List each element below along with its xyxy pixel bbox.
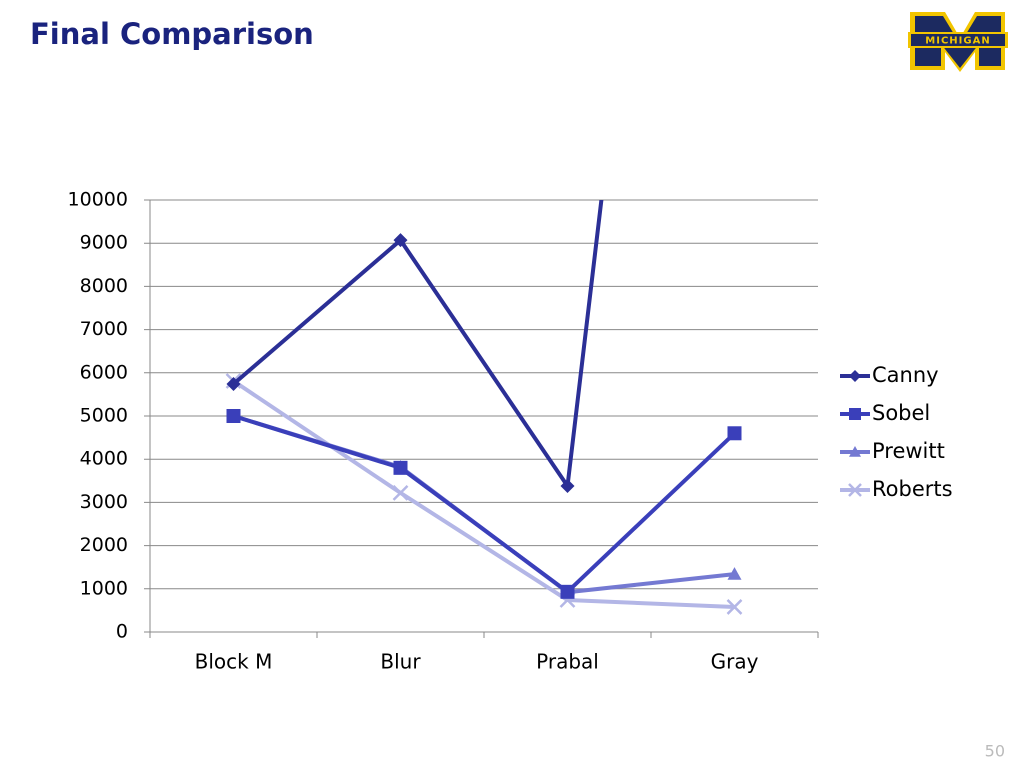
marker: [726, 599, 743, 615]
legend-label: Roberts: [872, 477, 953, 501]
series-line: [232, 414, 736, 594]
y-tick-label: 2000: [80, 534, 128, 556]
x-tick-label: Block M: [195, 650, 273, 674]
y-tick-label: 1000: [80, 577, 128, 599]
y-tick-label: 6000: [80, 361, 128, 383]
marker: [848, 483, 862, 497]
legend-label: Sobel: [872, 401, 930, 425]
marker: [727, 426, 742, 441]
series-line: [232, 200, 604, 488]
y-tick-label: 0: [116, 621, 128, 643]
legend-label: Prewitt: [872, 439, 945, 463]
marker: [849, 446, 861, 457]
y-tick-label: 8000: [80, 275, 128, 297]
x-tick-label: Prabal: [536, 650, 599, 674]
series-area: [225, 200, 743, 615]
marker: [226, 377, 241, 392]
marker: [560, 584, 575, 599]
marker: [393, 460, 408, 475]
y-tick-label: 10000: [68, 189, 128, 211]
logo-text: MICHIGAN: [925, 36, 990, 47]
logo: MICHIGAN: [908, 12, 1008, 72]
legend-label: Canny: [872, 363, 939, 387]
marker: [393, 233, 408, 248]
marker: [849, 408, 861, 420]
y-tick-label: 4000: [80, 448, 128, 470]
marker: [849, 370, 861, 382]
y-tick-label: 9000: [80, 232, 128, 254]
x-tick-label: Blur: [380, 650, 421, 674]
marker: [226, 409, 241, 423]
x-tick-label: Gray: [711, 650, 759, 674]
marker: [560, 478, 575, 493]
marker: [727, 567, 742, 580]
page-number: 50: [985, 742, 1005, 761]
marker: [392, 485, 409, 501]
y-tick-label: 7000: [80, 318, 128, 340]
y-tick-label: 3000: [80, 491, 128, 513]
series-line: [232, 379, 735, 609]
y-tick-label: 5000: [80, 405, 128, 427]
slide-title: Final Comparison: [30, 17, 314, 51]
